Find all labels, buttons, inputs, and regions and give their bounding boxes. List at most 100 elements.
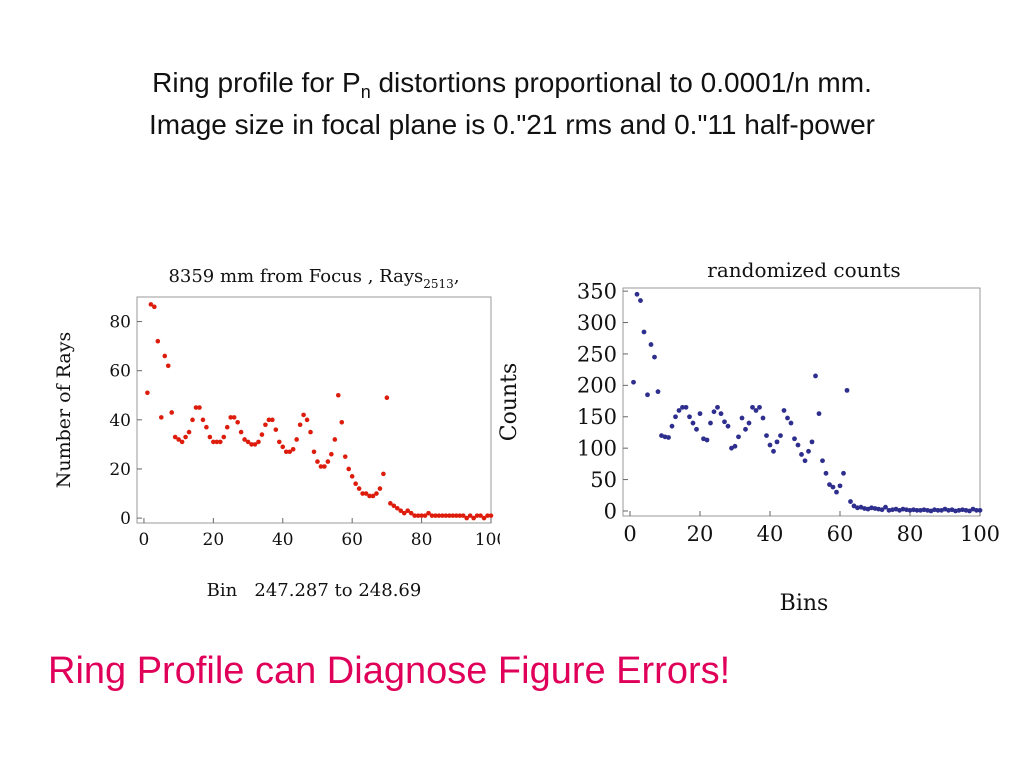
data-point (339, 419, 345, 425)
data-point (280, 444, 286, 450)
data-point (781, 408, 787, 413)
data-point (795, 442, 801, 448)
data-point (488, 513, 494, 518)
data-point (162, 353, 168, 359)
data-point (401, 510, 407, 516)
data-point (447, 513, 452, 518)
slide-subtitle: Ring Profile can Diagnose Figure Errors! (48, 650, 731, 692)
data-point (353, 481, 358, 486)
data-point (844, 387, 850, 393)
data-point (443, 513, 449, 518)
data-point (263, 422, 268, 428)
data-point (481, 515, 487, 521)
data-point (722, 419, 727, 425)
data-point (384, 395, 390, 401)
data-point (711, 409, 717, 415)
y-tick-label: 300 (577, 311, 617, 335)
y-tick-label: 150 (577, 405, 617, 429)
x-tick-label: 80 (411, 530, 433, 550)
data-point (155, 338, 161, 344)
data-point (245, 439, 251, 445)
data-point (467, 513, 473, 518)
data-point (750, 404, 755, 410)
data-point (158, 415, 164, 420)
slide-title: Ring profile for Pn distortions proporti… (0, 62, 1024, 146)
data-point (792, 436, 797, 442)
data-point (169, 410, 175, 415)
data-point (732, 443, 738, 449)
data-point (841, 470, 846, 476)
data-point (408, 510, 414, 516)
data-points (631, 291, 983, 514)
data-point (694, 426, 699, 432)
y-tick-label: 50 (590, 468, 617, 492)
x-tick-label: 0 (139, 530, 150, 550)
data-point (725, 423, 731, 429)
data-point (429, 513, 435, 518)
data-point (485, 513, 490, 518)
slide-title-line-2: Image size in focal plane is 0."21 rms a… (149, 109, 875, 140)
y-axis-label: Counts (497, 363, 522, 442)
left-scatter-chart: 8359 mm from Focus , Rays2513, 0 20 40 60 80… (53, 266, 500, 601)
data-point (687, 414, 692, 420)
data-point (641, 329, 647, 335)
data-point (304, 417, 310, 423)
data-point (297, 422, 303, 428)
data-point (190, 417, 195, 423)
data-point (433, 513, 438, 518)
y-ticks: 0 20 40 60 80 (109, 313, 142, 529)
x-tick-label: 60 (341, 530, 363, 550)
data-point (200, 417, 206, 423)
data-point (335, 392, 341, 398)
y-axis-label: Number of Rays (53, 332, 75, 488)
chart-title-sub: 2513 (423, 277, 454, 291)
data-point (834, 489, 839, 495)
data-point (179, 439, 185, 445)
data-point (450, 513, 456, 518)
chart-title-tail: , (454, 266, 460, 287)
data-point (666, 435, 671, 440)
data-point (370, 493, 376, 499)
data-point (760, 415, 766, 421)
data-point (806, 448, 811, 454)
data-point (318, 464, 324, 469)
x-tick-label: 40 (272, 530, 294, 550)
data-point (356, 486, 362, 491)
data-point (388, 501, 393, 506)
data-point (634, 291, 640, 297)
y-tick-label: 350 (577, 279, 617, 303)
data-point (739, 415, 745, 421)
data-point (757, 404, 762, 410)
data-point (224, 424, 230, 430)
data-point (816, 411, 822, 417)
data-point (242, 437, 247, 442)
data-point (935, 507, 941, 513)
data-point (322, 464, 327, 469)
data-point (460, 513, 466, 518)
right-scatter-chart: randomized counts 050100150200250300350 … (497, 258, 1000, 616)
data-point (252, 442, 258, 447)
data-point (176, 437, 181, 442)
chart-title-main: 8359 mm from Focus , Rays (168, 266, 423, 287)
data-point (802, 458, 808, 464)
data-point (440, 513, 445, 518)
data-points (145, 302, 494, 521)
plot-frame (136, 296, 492, 524)
data-point (377, 486, 383, 491)
data-point (638, 298, 643, 303)
data-point (823, 470, 829, 476)
data-point (718, 411, 724, 417)
data-point (193, 405, 199, 410)
data-point (381, 471, 386, 477)
data-point (471, 515, 476, 521)
data-point (183, 434, 188, 440)
data-point (974, 507, 979, 513)
data-point (152, 304, 157, 310)
data-point (283, 449, 289, 455)
data-point (204, 424, 209, 430)
title-text-post: distortions proportional to 0.0001/n mm. (370, 67, 872, 98)
data-point (329, 451, 334, 457)
data-point (221, 434, 227, 440)
data-point (238, 429, 244, 435)
data-point (813, 373, 818, 379)
